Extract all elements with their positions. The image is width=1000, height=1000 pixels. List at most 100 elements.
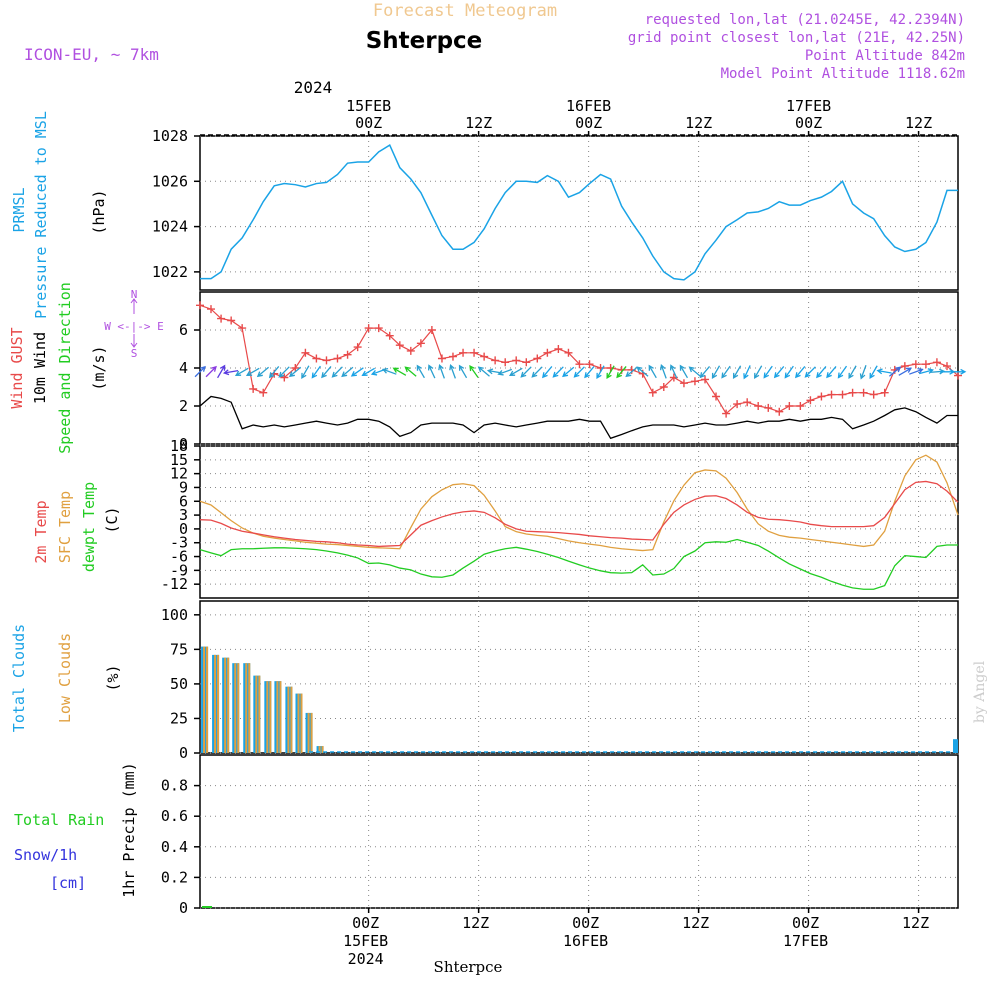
top-time-label: 00Z — [795, 114, 822, 132]
low-cloud-bar — [214, 654, 217, 753]
y-tick-label: 6 — [179, 492, 188, 510]
point-altitude: Point Altitude 842m — [805, 48, 965, 64]
low-cloud-bar — [255, 675, 258, 753]
location-title: Shterpce — [366, 28, 483, 54]
pressure-unit: (hPa) — [90, 189, 108, 234]
gust-point — [501, 358, 510, 367]
wind-direction-arrow — [477, 366, 490, 377]
y-tick-label: -9 — [170, 561, 188, 579]
low-cloud-bar — [269, 681, 272, 753]
gust-point — [322, 356, 331, 365]
wind-direction-arrow — [763, 365, 773, 379]
wind-direction-arrow — [458, 364, 468, 379]
gust-point — [585, 360, 594, 369]
low-cloud-bar — [245, 663, 248, 753]
wind-direction-arrow — [837, 365, 848, 379]
wind-direction-arrow — [288, 366, 302, 378]
gust-point — [911, 360, 920, 369]
gridpoint-coordinates: grid point closest lon,lat (21E, 42.25N) — [628, 30, 965, 46]
gust-series-line — [199, 304, 959, 415]
low-cloud-bar — [227, 657, 230, 753]
dewpt-series-line — [199, 538, 958, 590]
sfc-temp-series-line — [199, 454, 959, 552]
wind-direction-arrow — [427, 364, 436, 379]
wind-direction-arrow — [743, 365, 751, 380]
bottom-time-label: 2024 — [348, 950, 384, 968]
low-cloud-bar — [300, 693, 303, 753]
gust-point — [838, 390, 847, 399]
gust-point — [817, 392, 826, 401]
gust-point — [743, 398, 752, 407]
pressure-label-1: PRMSL — [10, 187, 28, 232]
pressure-series-line — [200, 143, 958, 281]
requested-coordinates: requested lon,lat (21.0245E, 42.2394N) — [645, 12, 965, 28]
wind-direction-arrow — [562, 366, 575, 378]
gust-point — [437, 354, 446, 363]
gust-point — [859, 388, 868, 397]
gust-point — [764, 403, 773, 412]
y-tick-label: -12 — [161, 575, 188, 593]
low-cloud-bar — [203, 646, 206, 753]
panel-frame — [199, 445, 959, 599]
top-year-label: 2024 — [294, 78, 333, 97]
dewpt-label: dewpt Temp — [80, 482, 98, 572]
wind-direction-arrow — [392, 367, 407, 376]
y-tick-label: 50 — [170, 675, 188, 693]
wind-direction-arrow — [311, 365, 321, 379]
gust-point — [880, 388, 889, 397]
gust-point — [512, 356, 521, 365]
y-tick-label: 75 — [170, 640, 188, 658]
wind-direction-arrow — [497, 368, 513, 376]
gust-point — [343, 350, 352, 359]
wind-direction-arrow — [616, 366, 627, 379]
gust-point — [385, 331, 394, 340]
wind-direction-arrow — [256, 366, 270, 378]
low-cloud-bar — [290, 686, 293, 753]
y-tick-label: 3 — [179, 506, 188, 524]
y-tick-label: 1028 — [152, 127, 188, 145]
compass-south: S — [131, 347, 138, 360]
low-cloud-bar — [287, 686, 290, 753]
gust-point — [827, 390, 836, 399]
wind-direction-arrow — [438, 363, 445, 379]
wind-direction-arrow — [331, 366, 343, 378]
top-time-label: 00Z — [355, 114, 382, 132]
bottom-time-label: 00Z — [792, 914, 819, 932]
low-cloud-bar — [258, 675, 261, 753]
gust-point — [900, 362, 909, 371]
gust-point — [543, 348, 552, 357]
wind-direction-arrow — [888, 366, 902, 377]
rain-label: Total Rain — [14, 811, 104, 829]
low-cloud-bar — [217, 654, 220, 753]
wind-direction-arrow — [194, 365, 206, 378]
credit-watermark: by Angel — [972, 660, 988, 723]
gust-point — [448, 352, 457, 361]
wind-direction-arrow — [754, 365, 763, 380]
low-cloud-bar — [206, 646, 209, 753]
top-time-label: 12Z — [685, 114, 712, 132]
gust-point — [459, 348, 468, 357]
wind-direction-arrow — [222, 369, 239, 376]
wind-direction-arrow — [381, 368, 397, 375]
wind-direction-arrow — [848, 365, 857, 380]
bottom-time-label: 15FEB — [343, 932, 388, 950]
wind-direction-arrow — [449, 363, 456, 379]
gust-point — [722, 409, 731, 418]
gust-point — [954, 371, 962, 380]
gust-point — [333, 354, 342, 363]
low-cloud-bar — [248, 663, 251, 753]
gust-point — [806, 396, 815, 405]
wind-direction-arrow — [205, 365, 217, 378]
bottom-time-label: 12Z — [682, 914, 709, 932]
wind-direction-arrow — [648, 364, 657, 379]
y-tick-label: 0 — [179, 899, 188, 917]
wind-direction-arrow — [606, 365, 615, 380]
wind-direction-arrow — [869, 365, 878, 380]
low-cloud-bar — [276, 681, 279, 753]
precip-unit: 1hr Precip (mm) — [120, 762, 138, 897]
gust-point — [932, 358, 941, 367]
y-tick-label: 12 — [170, 465, 188, 483]
gust-point — [575, 360, 584, 369]
wind-direction-arrow — [301, 365, 310, 380]
total-cloud-bar — [953, 739, 958, 753]
